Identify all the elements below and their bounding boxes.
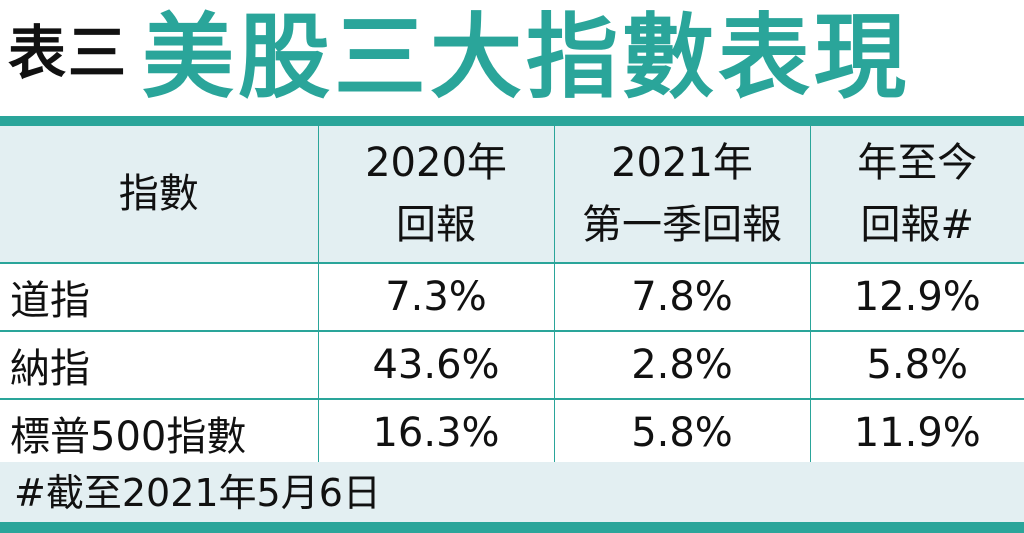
header-ytd-return: 年至今 回報# bbox=[809, 126, 1024, 264]
index-table-wrap: 指數 2020年 回報 2021年 第一季回報 年至今 回報# bbox=[0, 126, 1024, 468]
top-rule bbox=[0, 116, 1024, 126]
header-2021-q1-return: 2021年 第一季回報 bbox=[553, 126, 811, 264]
row-name-dow: 道指 bbox=[0, 263, 319, 332]
bottom-rule bbox=[0, 522, 1024, 533]
cell-nasdaq-2021q1: 2.8% bbox=[553, 331, 811, 400]
title-row: 表三 美股三大指數表現 bbox=[0, 0, 1024, 118]
cell-nasdaq-2020: 43.6% bbox=[317, 331, 555, 400]
footnote: #截至2021年5月6日 bbox=[14, 471, 381, 515]
header-row: 指數 2020年 回報 2021年 第一季回報 年至今 回報# bbox=[0, 126, 1024, 264]
header-2020-return-line-1: 2020年 bbox=[365, 140, 507, 186]
row-name-sp500: 標普500指數 bbox=[0, 399, 319, 468]
cell-sp500-2021q1: 5.8% bbox=[553, 399, 811, 468]
cell-sp500-ytd: 11.9% bbox=[809, 399, 1024, 468]
cell-nasdaq-ytd: 5.8% bbox=[809, 331, 1024, 400]
header-2021-q1-return-line-2: 第一季回報 bbox=[582, 202, 782, 248]
cell-dow-2021q1: 7.8% bbox=[553, 263, 811, 332]
cell-dow-ytd: 12.9% bbox=[809, 263, 1024, 332]
header-ytd-return-line-2: 回報# bbox=[860, 202, 974, 248]
cell-sp500-2020: 16.3% bbox=[317, 399, 555, 468]
table-row: 納指 43.6% 2.8% 5.8% bbox=[0, 331, 1024, 400]
row-name-nasdaq: 納指 bbox=[0, 331, 319, 400]
table-row: 道指 7.3% 7.8% 12.9% bbox=[0, 263, 1024, 332]
header-index-line-1: 指數 bbox=[118, 171, 199, 217]
footnote-row: #截至2021年5月6日 bbox=[0, 462, 1024, 522]
header-2020-return-line-2: 回報 bbox=[396, 202, 476, 248]
header-2021-q1-return-line-1: 2021年 bbox=[611, 140, 753, 186]
table-label: 表三 bbox=[8, 19, 129, 87]
header-2020-return: 2020年 回報 bbox=[317, 126, 555, 264]
header-index: 指數 bbox=[0, 126, 319, 264]
cell-dow-2020: 7.3% bbox=[317, 263, 555, 332]
table-title: 美股三大指數表現 bbox=[142, 4, 911, 111]
table-row: 標普500指數 16.3% 5.8% 11.9% bbox=[0, 399, 1024, 468]
header-ytd-return-line-1: 年至今 bbox=[857, 140, 978, 186]
index-performance-table: 指數 2020年 回報 2021年 第一季回報 年至今 回報# bbox=[0, 126, 1024, 468]
